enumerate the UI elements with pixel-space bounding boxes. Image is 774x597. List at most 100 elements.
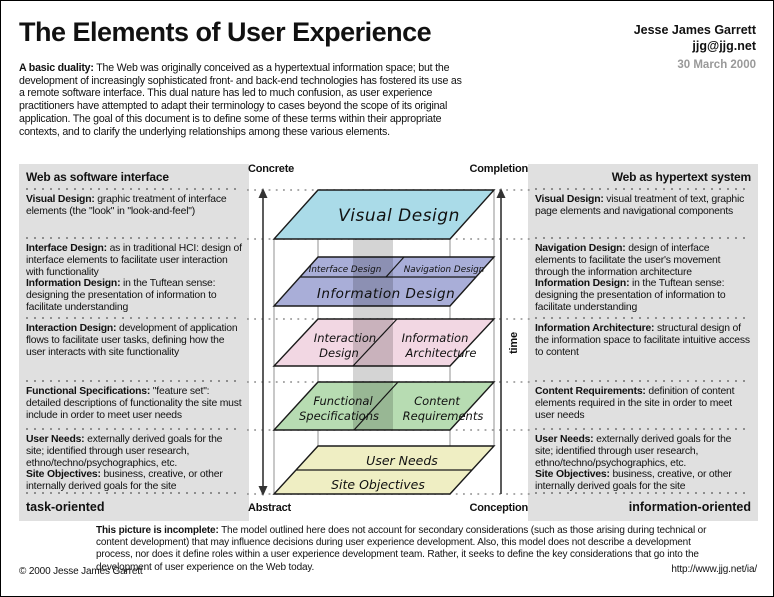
definition: Functional Specifications: "feature set"… [26,386,242,421]
description: business, creative, or other internally … [535,469,732,492]
right-panel-footer: information-oriented [628,500,751,514]
term: Interface Design: [26,243,107,254]
dotted-separator [26,492,242,494]
disclaimer: This picture is incomplete: The model ou… [96,525,728,574]
dotted-separator [26,317,242,319]
interface-navigation-divider [385,256,405,278]
dotted-separator [535,380,751,382]
term: Information Architecture: [535,323,655,334]
disclaimer-text: The model outlined here does not account… [96,525,707,573]
description: visual treatment of text, graphic page e… [535,194,745,217]
description: in the Tuftean sense: designing the pres… [26,278,217,313]
document-url: http://www.jjg.net/ia/ [671,564,757,575]
panel-section-content-requirements: Content Requirements: definition of cont… [535,382,751,428]
dotted-separator [535,188,751,190]
completion-label: Completion [470,163,529,175]
definition: Visual Design: graphic treatment of inte… [26,194,242,218]
definition: Site Objectives: business, creative, or … [535,469,751,493]
term: Functional Specifications: [26,386,151,397]
functional-specifications-label-line1: Functional [313,394,373,408]
dotted-separator [26,188,242,190]
content-requirements-label-line2: Requirements [403,409,484,423]
document-date: 30 March 2000 [677,59,756,72]
visual-design-label: Visual Design [338,206,460,226]
definition: Visual Design: visual treatment of text,… [535,194,751,218]
left-panel-footer: task-oriented [26,500,105,514]
description: in the Tuftean sense: designing the pres… [535,278,726,313]
author-email: jjg@jjg.net [692,38,756,53]
dotted-separator [26,237,242,239]
term: Site Objectives: [26,469,101,481]
dotted-separator [26,380,242,382]
right-panel-header: Web as hypertext system [611,170,751,184]
abstract-label: Abstract [248,502,292,514]
author-name: Jesse James Garrett [633,23,756,37]
term: Site Objectives: [535,469,610,481]
panel-section-navigation-information: Navigation Design: design of interface e… [535,239,751,317]
panel-section-interaction-design: Interaction Design: development of appli… [26,319,242,380]
definition: Content Requirements: definition of cont… [535,386,751,421]
panel-section-information-architecture: Information Architecture: structural des… [535,319,751,380]
fold-shading-band [353,239,393,430]
information-architecture-label-line2: Architecture [405,346,477,360]
definition: Information Architecture: structural des… [535,323,751,358]
page-title: The Elements of User Experience [19,17,432,47]
intro-lead: A basic duality: [19,62,94,74]
definition: User Needs: externally derived goals for… [26,434,242,469]
arrow-down-icon [258,486,268,496]
structure-design-plane [272,256,496,307]
ux-layers-diagram: Visual Design Interface Design Navigatio… [247,163,531,514]
functional-content-divider [353,381,399,431]
description: business, creative, or other internally … [26,469,223,492]
interaction-design-label-line1: Interaction [314,331,376,345]
content-requirements-label-line1: Content [414,394,460,408]
concrete-label: Concrete [248,163,294,175]
site-objectives-label: Site Objectives [331,477,425,492]
dotted-separator [26,428,242,430]
definition: Information Design: in the Tuftean sense… [26,278,242,313]
interaction-ia-plane [272,318,496,367]
interaction-design-label-line2: Design [319,346,359,360]
term: Visual Design: [26,194,95,205]
term: User Needs: [26,434,85,445]
visual-design-plane [272,189,496,240]
dotted-separator [535,492,751,494]
definition: Information Design: in the Tuftean sense… [535,278,751,313]
interaction-ia-divider [352,318,398,367]
description: design of interface elements to facilita… [535,243,721,278]
interface-design-label: Interface Design [309,265,382,275]
dotted-separator [535,317,751,319]
description: "feature set": detailed descriptions of … [26,386,242,421]
definition: User Needs: externally derived goals for… [535,434,751,469]
panel-section-user-needs: User Needs: externally derived goals for… [535,430,751,492]
conception-label: Conception [470,502,529,514]
disclaimer-lead: This picture is incomplete: [96,525,219,536]
description: definition of content elements required … [535,386,735,421]
definition: Interaction Design: development of appli… [26,323,242,358]
definition: Interface Design: as in traditional HCI:… [26,243,242,278]
left-panel-header: Web as software interface [26,170,169,184]
description: structural design of the information spa… [535,323,750,358]
byline: Jesse James Garrett jjg@jjg.net 30 March… [634,23,756,73]
description: externally derived goals for the site; i… [535,434,732,469]
term: Navigation Design: [535,243,626,254]
user-needs-label: User Needs [366,453,438,468]
term: Content Requirements: [535,386,646,397]
arrow-up-icon [258,188,268,198]
description: externally derived goals for the site; i… [26,434,223,469]
time-label: time [508,332,520,354]
description: development of application flows to faci… [26,323,238,358]
description: graphic treatment of interface elements … [26,194,227,217]
copyright-notice: © 2000 Jesse James Garrett [19,566,143,577]
panel-section-user-needs: User Needs: externally derived goals for… [26,430,242,492]
hypertext-system-panel: Web as hypertext system Visual Design: v… [528,164,758,521]
definition: Navigation Design: design of interface e… [535,243,751,278]
information-design-label: Information Design [317,286,455,302]
term: Information Design: [26,278,121,290]
term: User Needs: [535,434,594,445]
dotted-separator [535,428,751,430]
dotted-separator [535,237,751,239]
arrow-up-icon [496,188,506,198]
panel-section-functional-specs: Functional Specifications: "feature set"… [26,382,242,428]
definition: Site Objectives: business, creative, or … [26,469,242,493]
